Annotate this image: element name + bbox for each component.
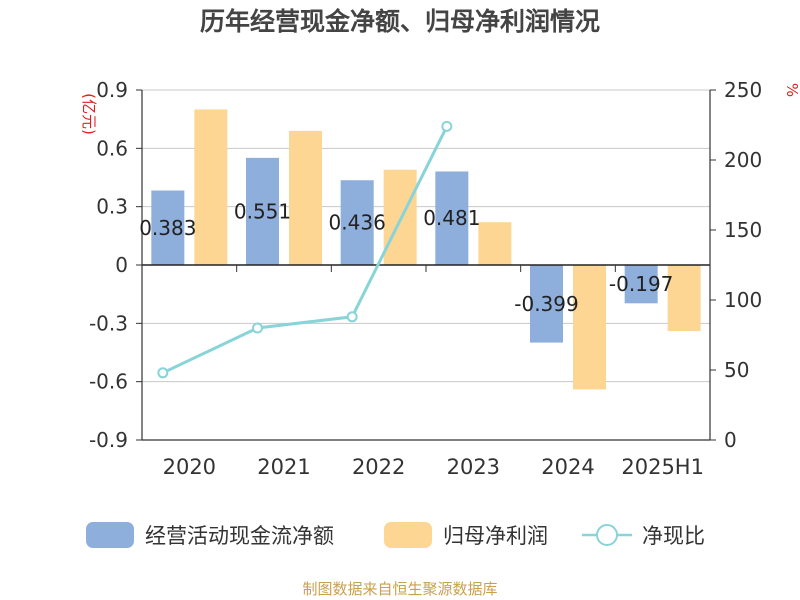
legend-swatch-net-profit [384,522,432,548]
y-right-tick-label: 100 [724,288,762,312]
axes-group: 0.9 0.6 0.3 0 -0.3 -0.6 -0.9 250 200 150 100 50 0 202… [89,78,762,479]
bar-net-profit [194,109,228,265]
y-right-unit-label: % [783,83,800,97]
y-right-tick-label: 50 [724,358,749,382]
ratio-line-group [157,120,453,379]
y-left-tick-label: 0.3 [96,195,128,219]
bar-operating-cash-flow [435,171,469,265]
data-label-operating-cash-flow: 0.436 [329,211,386,235]
y-right-tick-label: 200 [724,148,762,172]
y-right-tick-label: 150 [724,218,762,242]
ratio-point [346,311,358,323]
bar-operating-cash-flow [530,265,563,343]
y-left-tick-label: -0.9 [89,428,128,452]
chart-title: 历年经营现金净额、归母净利润情况 [200,7,600,36]
bar-operating-cash-flow [340,180,374,265]
x-tick-label: 2024 [541,455,594,479]
data-label-operating-cash-flow: 0.481 [423,206,480,230]
y-left-unit-label: (亿元) [80,93,98,135]
data-label-operating-cash-flow: -0.399 [514,292,578,316]
y-right-tick-label: 0 [724,428,737,452]
ratio-line [162,125,449,375]
legend: 经营活动现金流净额 归母净利润 净现比 [86,522,705,548]
bar-net-profit [478,222,512,265]
data-label-operating-cash-flow: 0.551 [234,199,291,223]
bar-net-profit [573,265,606,390]
data-labels-group: 0.383 0.551 0.436 0.481 -0.399 -0.197 [139,199,673,315]
ratio-point [157,367,169,379]
legend-label-operating-cash-flow: 经营活动现金流净额 [145,524,334,548]
data-label-operating-cash-flow: 0.383 [139,216,196,240]
source-note: 制图数据来自恒生聚源数据库 [302,580,497,598]
ratio-point [252,322,263,334]
legend-swatch-operating-cash-flow [86,522,134,548]
x-tick-label: 2020 [163,455,216,479]
data-label-operating-cash-flow: -0.197 [609,272,673,296]
legend-swatch-ratio-marker [596,524,618,546]
bar-operating-cash-flow [246,157,279,265]
y-left-tick-label: 0.9 [96,78,128,102]
grid-lines [142,89,710,441]
x-tick-label: 2021 [257,455,310,479]
x-tick-label: 2022 [352,455,405,479]
bars-group [151,109,701,390]
bar-net-profit [289,130,322,265]
y-left-tick-label: 0.6 [96,136,128,160]
bar-net-profit [667,265,701,332]
bar-operating-cash-flow [624,265,658,304]
y-left-tick-label: -0.6 [89,370,128,394]
legend-label-net-profit: 归母净利润 [443,524,548,548]
y-left-tick-label: 0 [115,253,128,277]
x-tick-label: 2025H1 [621,455,704,479]
bar-operating-cash-flow [151,190,185,265]
legend-label-ratio: 净现比 [642,524,705,548]
y-right-tick-label: 250 [724,78,762,102]
ratio-point [441,120,453,132]
x-tick-label: 2023 [447,455,500,479]
y-left-tick-label: -0.3 [89,311,128,335]
